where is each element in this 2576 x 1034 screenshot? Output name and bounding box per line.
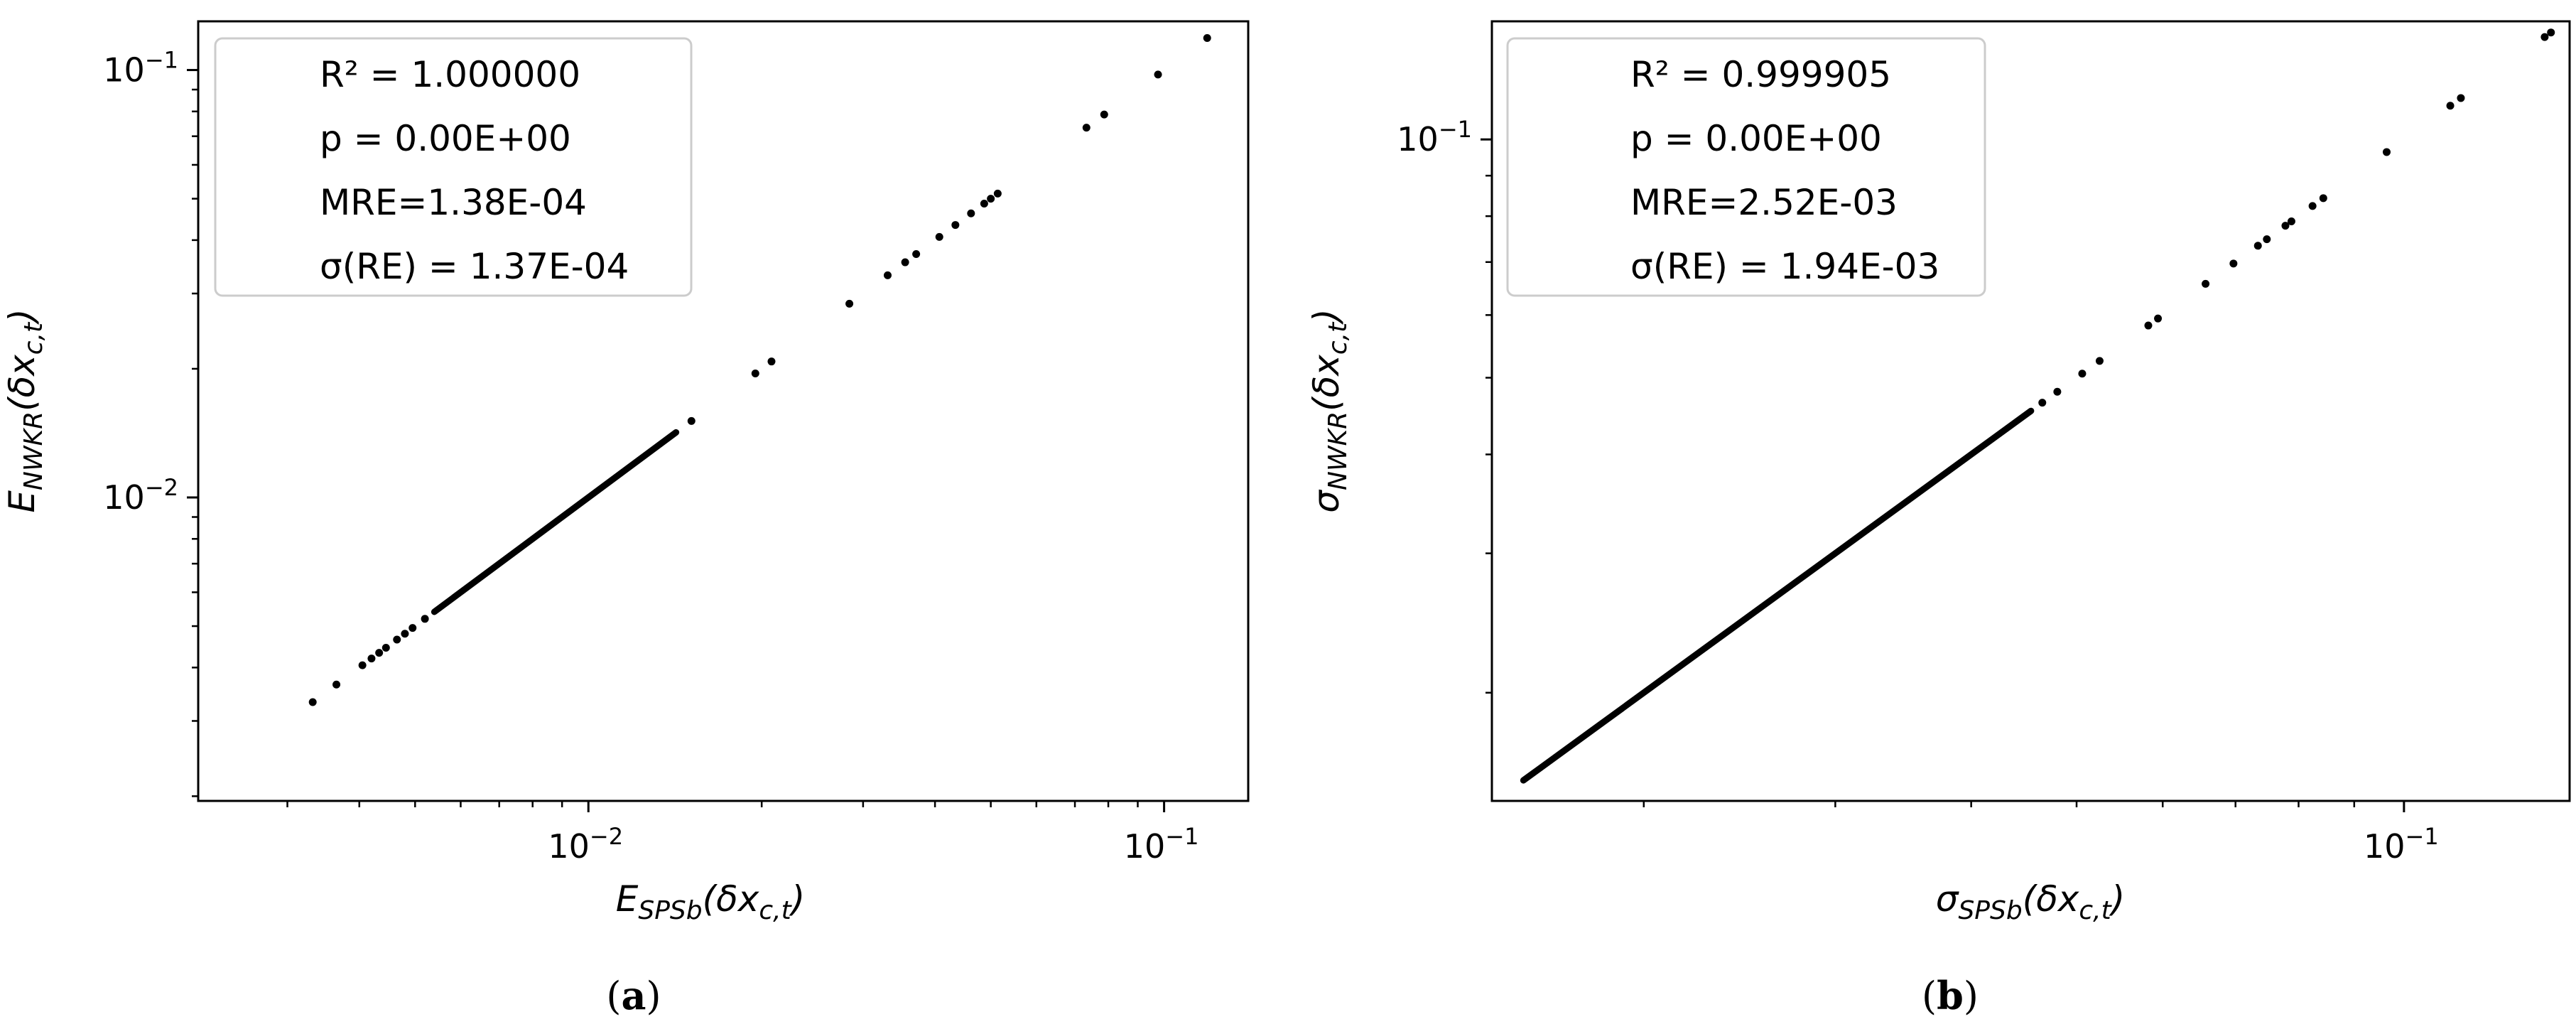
x-axis-label: ESPSb(δxc,t) (616, 878, 805, 925)
data-point (2308, 202, 2317, 210)
dense-points-line (431, 429, 680, 615)
data-point (2263, 235, 2271, 244)
data-point (2053, 387, 2062, 396)
stats-line: MRE=2.52E-03 (1630, 182, 1898, 223)
data-point (2038, 399, 2047, 407)
stats-line: MRE=1.38E-04 (320, 182, 587, 223)
data-point (883, 271, 892, 279)
data-point (993, 189, 1002, 198)
data-point (1082, 124, 1091, 132)
x-tick-label: 10−1 (2364, 823, 2439, 866)
data-point (421, 615, 429, 623)
data-point (751, 370, 759, 378)
data-point (2319, 194, 2327, 203)
data-point (2287, 217, 2295, 225)
data-point (1203, 34, 1211, 43)
x-axis-label: σSPSb(δxc,t) (1936, 878, 2126, 925)
stats-legend-box (1506, 37, 1986, 297)
stats-line: R² = 1.000000 (320, 54, 580, 95)
data-point (2457, 94, 2465, 102)
data-point (980, 199, 988, 208)
data-point (845, 299, 854, 308)
data-point (987, 195, 995, 203)
data-point (2095, 357, 2104, 365)
panel-caption: (a) (606, 973, 661, 1018)
data-point (951, 221, 960, 230)
data-point (2382, 148, 2391, 156)
data-point (2154, 314, 2163, 323)
stats-legend-box (214, 37, 693, 297)
data-point (901, 258, 909, 266)
data-point (2446, 102, 2455, 110)
data-point (912, 250, 921, 259)
data-point (401, 630, 409, 638)
data-point (935, 232, 943, 241)
data-point (967, 209, 975, 217)
data-point (358, 661, 367, 669)
data-point (1154, 70, 1162, 79)
data-point (767, 357, 776, 366)
stats-line: p = 0.00E+00 (1630, 118, 1882, 159)
stats-line: R² = 0.999905 (1630, 54, 1891, 95)
data-point (2281, 222, 2290, 230)
data-point (2078, 370, 2087, 378)
y-axis-label: σNWKR(δxc,t) (1306, 308, 1353, 512)
stats-line: σ(RE) = 1.94E-03 (1630, 246, 1939, 287)
data-point (2253, 242, 2262, 250)
data-point (332, 680, 341, 689)
data-point (308, 698, 317, 706)
plot-frame (1490, 20, 2571, 802)
data-point (393, 635, 401, 644)
data-point (1100, 110, 1108, 119)
panel-b: 10−1 10−1 R² = 0.999905 p = 0.00E+00 MRE=2.5… (1306, 20, 2571, 1018)
y-axis-label: ENWKR(δxc,t) (1, 308, 48, 512)
data-point (2144, 321, 2153, 330)
data-point (381, 643, 390, 652)
panel-caption: (b) (1922, 973, 1979, 1018)
data-point (2202, 279, 2210, 288)
data-point (2540, 33, 2549, 41)
stats-line: σ(RE) = 1.37E-04 (320, 246, 629, 287)
data-point (408, 624, 417, 632)
panel-a: 10−2 10−1 10−2 10−1 R² = 1.000000 p = 0.00E+0… (1, 20, 1250, 1018)
data-point (2229, 259, 2238, 268)
x-tick-label: 10−2 (548, 823, 623, 866)
stats-line: p = 0.00E+00 (320, 118, 571, 159)
plot-frame (197, 20, 1250, 802)
y-tick-label: 10−1 (1397, 116, 1472, 158)
x-tick-label: 10−1 (1124, 823, 1199, 866)
data-point (687, 416, 696, 425)
data-point (375, 649, 384, 657)
data-point (2547, 28, 2555, 37)
y-tick-label: 10−1 (103, 47, 178, 90)
dense-points-line (1520, 407, 2035, 784)
y-tick-label: 10−2 (103, 474, 178, 517)
data-point (367, 655, 376, 663)
